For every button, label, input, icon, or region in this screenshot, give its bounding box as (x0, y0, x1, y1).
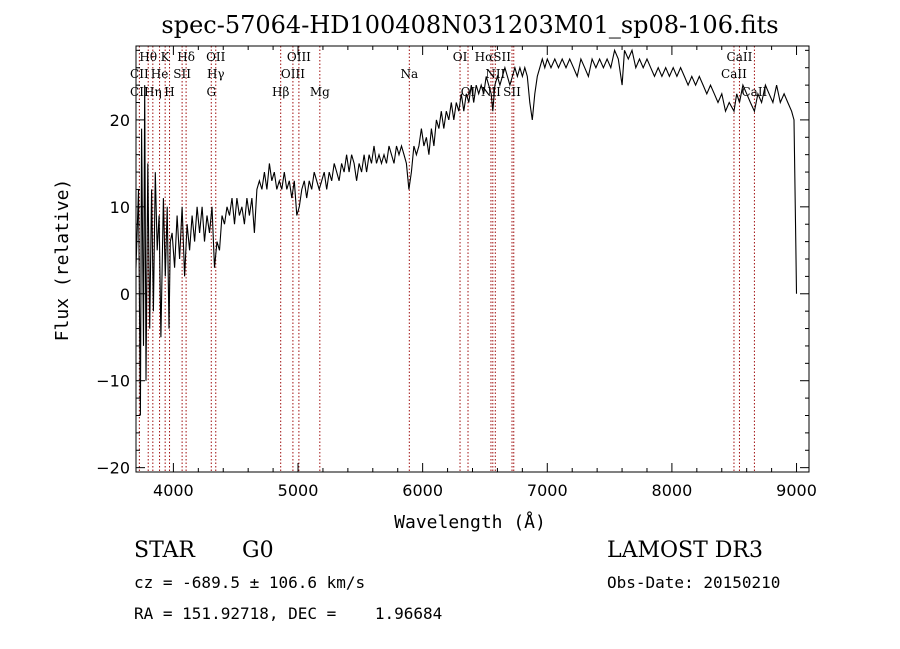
y-tick-label: −10 (96, 372, 130, 391)
spectrum-line (135, 48, 798, 416)
spectral-line-label: He (151, 67, 169, 81)
y-tick-label: 0 (120, 285, 130, 304)
x-tick-label: 9000 (776, 481, 817, 500)
spectral-line-label: SII (173, 67, 191, 81)
spectral-line-label: Hδ (177, 50, 195, 64)
line-markers: Hθ K Hδ OII OIII OI HαSII CaII CII He SII Hγ OIII Na N… (130, 46, 768, 472)
spectral-line-label: OI (453, 50, 468, 64)
spectral-line-label: HαSII (475, 50, 512, 64)
axes: 4000 5000 6000 7000 8000 9000 −20 −10 0 10 20 (96, 46, 817, 500)
spectral-line-label: G (206, 85, 216, 99)
spectral-line-label: Hη (144, 85, 162, 99)
spectral-line-label: Mg (310, 85, 330, 99)
obs-date-line: Obs-Date: 20150210 (607, 573, 781, 592)
x-tick-label: 4000 (153, 481, 194, 500)
y-tick-label: 10 (110, 198, 130, 217)
y-tick-label: 20 (110, 111, 130, 130)
survey-name: LAMOST DR3 (607, 538, 763, 563)
x-tick-label: 7000 (527, 481, 568, 500)
y-tick-label: −20 (96, 459, 130, 478)
spectral-line-label: NII (485, 67, 505, 81)
object-subclass: G0 (242, 538, 274, 563)
spectrum-series (135, 48, 798, 416)
cz-line: cz = -689.5 ± 106.6 km/s (134, 573, 366, 592)
spectral-line-label: Hβ (272, 85, 289, 99)
y-axis-label: Flux (relative) (52, 179, 73, 342)
object-class: STAR (134, 538, 195, 563)
plot-frame (135, 45, 810, 473)
spectral-line-label: OIII (287, 50, 311, 64)
spectral-line-label: CII (130, 67, 149, 81)
x-axis-label: Wavelength (Å) (394, 511, 546, 533)
x-tick-label: 8000 (652, 481, 693, 500)
chart-title: spec-57064-HD100408N031203M01_sp08-106.f… (161, 11, 778, 39)
spectral-line-label: Hθ (139, 50, 157, 64)
spectral-line-label: H (164, 85, 174, 99)
spectral-line-label: Hγ (207, 67, 225, 81)
x-tick-label: 5000 (278, 481, 319, 500)
spectral-line-label: Na (400, 67, 418, 81)
spectral-line-label: OIII (281, 67, 305, 81)
spectral-line-label: SII (503, 85, 521, 99)
spectral-line-label: OII (206, 50, 226, 64)
spectral-line-label: CaII (727, 50, 753, 64)
spectral-line-label: CaII (721, 67, 747, 81)
radec-line: RA = 151.92718, DEC = 1.96684 (134, 604, 443, 623)
spectral-line-label: K (161, 50, 171, 64)
x-tick-label: 6000 (402, 481, 443, 500)
